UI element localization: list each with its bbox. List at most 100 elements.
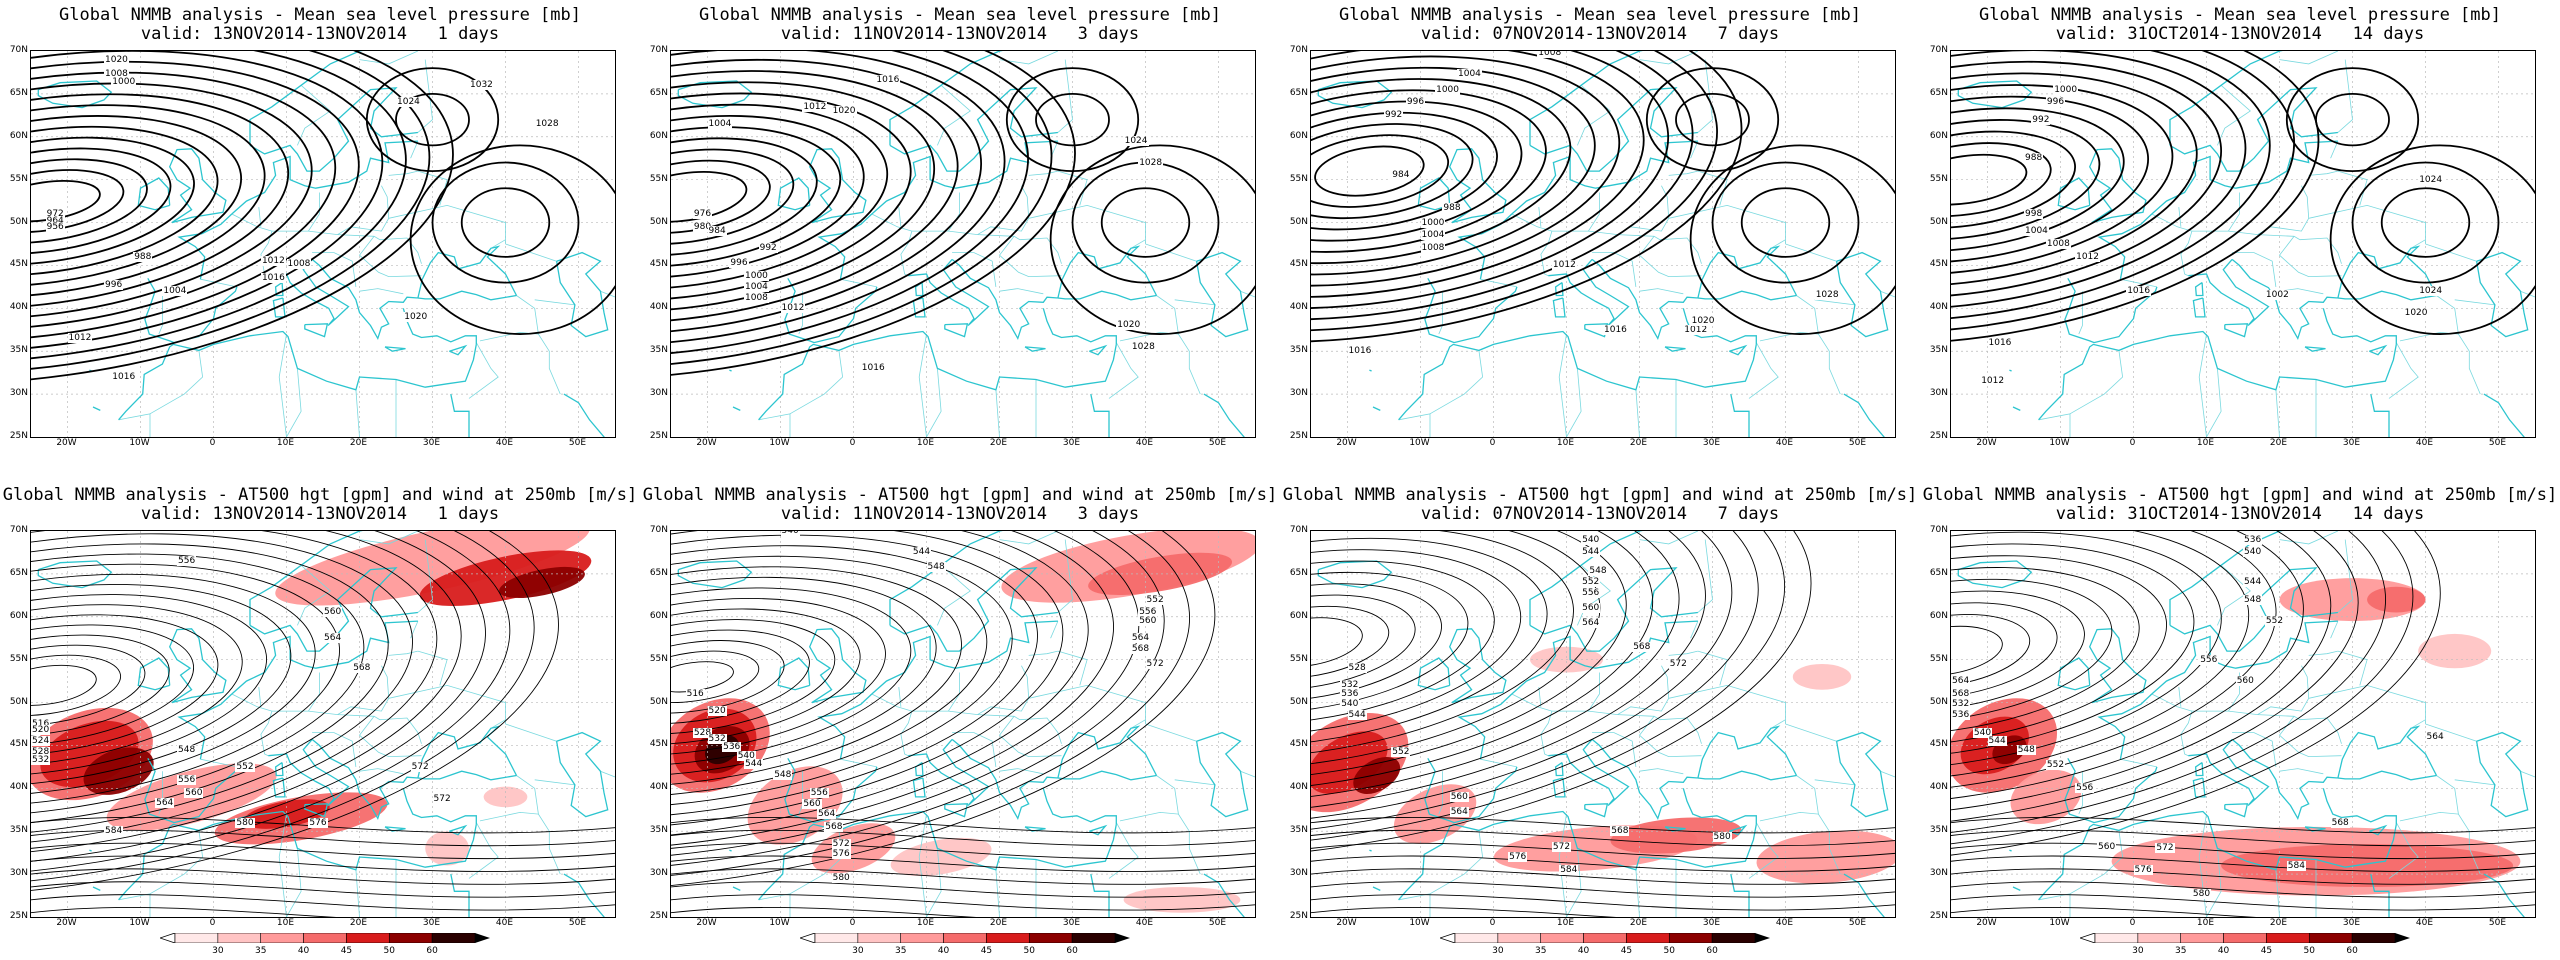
lat-tick-label: 55N — [1289, 173, 1308, 184]
contour-label: 528 — [692, 727, 713, 738]
lon-tick-label: 10W — [1409, 438, 1430, 448]
lon-tick-label: 20E — [2269, 438, 2288, 448]
lat-tick-label: 40N — [9, 782, 28, 793]
lat-tick-label: 30N — [9, 868, 28, 879]
panel-title: Global NMMB analysis - AT500 hgt [gpm] a… — [640, 486, 1280, 524]
colorbar-swatch — [2308, 933, 2353, 943]
lat-tick-label: 35N — [649, 825, 668, 836]
contour-label: 1004 — [162, 286, 188, 297]
lon-tick-label: 10W — [2049, 438, 2070, 448]
lat-tick-label: 65N — [1929, 87, 1948, 98]
colorbar-tick-label: 60 — [1706, 946, 1718, 956]
contour-label: 580 — [831, 873, 851, 884]
graticule — [31, 531, 615, 917]
wind-speed-area — [890, 837, 992, 877]
lon-tick-label: 0 — [849, 918, 856, 928]
contour-label: 572 — [831, 839, 851, 850]
contour-label: 524 — [31, 736, 51, 747]
contour-label: 536 — [2243, 534, 2263, 545]
colorbar-swatch — [217, 933, 262, 943]
lon-tick-label: 20E — [1629, 438, 1648, 448]
graticule — [31, 51, 615, 437]
contour-label: 568 — [1951, 688, 1971, 699]
contour-label: 1000 — [1435, 85, 1460, 96]
contour-label: 552 — [2264, 616, 2285, 627]
colorbar-tick-label: 60 — [426, 946, 438, 956]
graticule — [1311, 531, 1895, 917]
coastlines — [1317, 531, 1889, 917]
panel-valid-period: valid: 31OCT2014-13NOV2014 14 days — [2055, 24, 2425, 44]
contour-label: 532 — [1951, 699, 1971, 710]
contour-label: 532 — [1340, 680, 1360, 691]
colorbar-swatch — [986, 933, 1030, 943]
lon-tick-label: 20E — [349, 438, 368, 448]
lat-tick-label: 60N — [9, 130, 28, 141]
contour-label: 516 — [31, 719, 51, 729]
contour-label: 1000 — [744, 270, 769, 281]
lon-tick-label: 20W — [696, 438, 717, 448]
wind-speed-area — [1756, 830, 1895, 884]
lat-tick-label: 70N — [1929, 45, 1948, 55]
colorbar-swatch — [943, 933, 987, 943]
lat-tick-label: 65N — [1289, 87, 1308, 98]
lat-tick-label: 60N — [1289, 610, 1308, 621]
contour-label: 544 — [911, 547, 932, 558]
contour-label: 1004 — [744, 281, 769, 292]
mslp-map-panel: Global NMMB analysis - Mean sea level pr… — [1920, 0, 2560, 480]
contour-lines — [671, 51, 1255, 380]
colorbar-tick-label: 40 — [297, 946, 310, 956]
wind-speed-area — [1088, 552, 1233, 596]
lon-tick-label: 0 — [2129, 918, 2136, 928]
wind-speed-area — [1123, 886, 1241, 913]
lon-tick-label: 20W — [1336, 918, 1357, 928]
wind-speed-area — [499, 566, 585, 599]
contour-label: 996 — [1405, 97, 1426, 108]
contour-label: 564 — [155, 797, 175, 808]
contour-label: 520 — [707, 706, 727, 717]
z500-wind-map-panel: Global NMMB analysis - AT500 hgt [gpm] a… — [0, 480, 640, 960]
lat-tick-label: 70N — [9, 525, 28, 535]
z500-wind-map-panel: Global NMMB analysis - AT500 hgt [gpm] a… — [1280, 480, 1920, 960]
lon-tick-label: 10W — [129, 918, 150, 928]
lon-tick-label: 0 — [209, 918, 216, 928]
contour-label: 976 — [692, 208, 713, 219]
lon-tick-label: 40E — [1135, 918, 1154, 928]
map-svg — [1951, 531, 2535, 917]
colorbar-swatch — [1583, 933, 1627, 943]
contour-label: 1020 — [1116, 320, 1142, 331]
map-svg — [31, 531, 615, 917]
contour-label: 1020 — [403, 311, 429, 322]
colorbar-tick-label: 30 — [2132, 946, 2144, 956]
lat-tick-label: 30N — [1289, 388, 1308, 399]
lon-tick-label: 10W — [769, 918, 790, 928]
lon-tick-label: 10W — [129, 438, 150, 448]
lon-tick-label: 40E — [1775, 918, 1794, 928]
contour-label: 972 — [45, 208, 65, 219]
lat-tick-label: 50N — [1289, 696, 1308, 707]
lat-tick-label: 35N — [1289, 825, 1308, 836]
lat-tick-label: 40N — [1929, 302, 1948, 313]
contour-label: 540 — [1972, 727, 1993, 738]
lat-tick-label: 25N — [1929, 911, 1948, 921]
coastlines — [1957, 51, 2529, 437]
lat-tick-label: 40N — [1929, 782, 1948, 793]
contour-lines — [31, 531, 615, 917]
panel-valid-period: valid: 07NOV2014-13NOV2014 7 days — [1420, 504, 1780, 524]
colorbar-tick-label: 35 — [254, 946, 267, 956]
lon-tick-label: 50E — [568, 918, 587, 928]
country-borders — [118, 51, 615, 437]
contour-label: 576 — [1508, 851, 1528, 862]
lat-tick-label: 65N — [1289, 567, 1308, 578]
lat-tick-label: 65N — [9, 87, 28, 98]
lon-tick-label: 50E — [1208, 918, 1227, 928]
lat-tick-label: 50N — [649, 696, 668, 707]
contour-label: 548 — [773, 770, 793, 781]
contour-label: 956 — [45, 221, 65, 232]
contour-label: 964 — [45, 215, 65, 226]
map-svg — [31, 51, 615, 437]
contour-label: 1008 — [104, 69, 129, 80]
contour-label: 564 — [817, 809, 837, 820]
map-area: 536 540 544 548 552 556 560 564 568 532 536 540 544 5… — [1950, 530, 2536, 918]
wind-speed-area — [425, 831, 469, 866]
colorbar-swatch — [1454, 933, 1499, 943]
